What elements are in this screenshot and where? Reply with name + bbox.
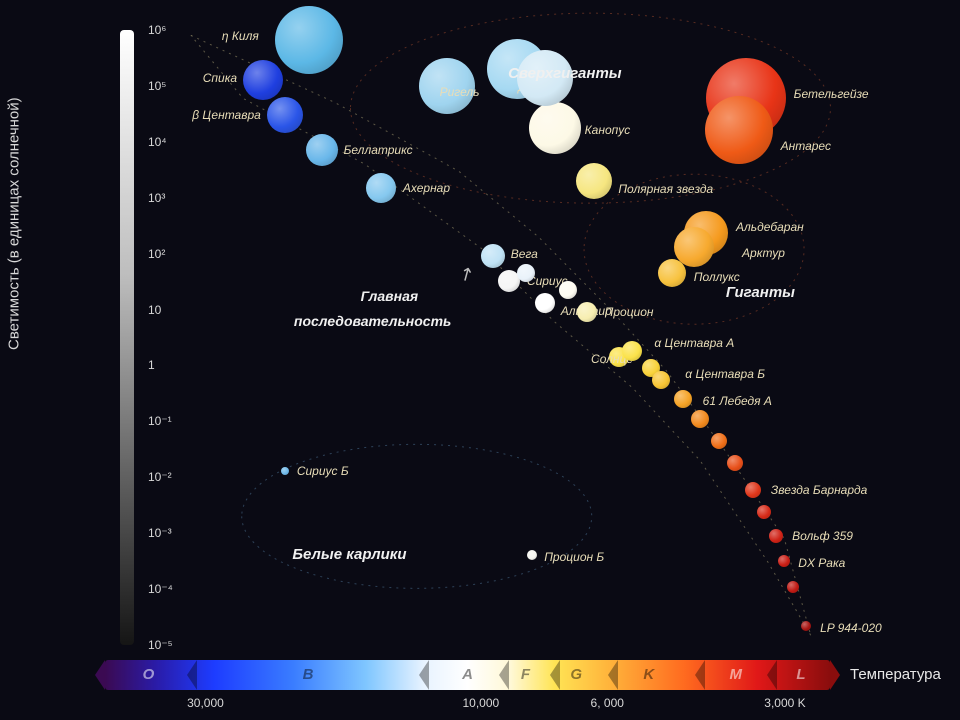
star-label-acena: α Центавра А (654, 336, 734, 350)
spectral-arrow-r (830, 660, 840, 690)
star-label-arcturus: Арктур (742, 246, 785, 260)
star-pollux (658, 259, 686, 287)
star-label-betelgeuse: Бетельгейзе (794, 87, 869, 101)
star-61cyg (674, 390, 692, 408)
y-tick: 10⁻⁵ (148, 638, 173, 652)
group-main-sequence1: Главная (361, 288, 419, 304)
star-spica (243, 60, 283, 100)
y-tick: 10⁻⁴ (148, 582, 173, 596)
y-tick: 1 (148, 358, 155, 372)
star-achernar (366, 173, 396, 203)
star-label-61cyg: 61 Лебедя А (703, 394, 772, 408)
spectral-class-M: M (730, 666, 743, 683)
star-label-acenb: α Центавра Б (685, 367, 765, 381)
star-label-polaris: Полярная звезда (618, 182, 713, 196)
y-axis-label: Светимость (в единицах солнечной) (6, 97, 23, 350)
star-ms-dot4 (727, 455, 743, 471)
spectral-chevron (550, 660, 560, 690)
spectral-chevron (608, 660, 618, 690)
spectral-class-B: B (303, 666, 314, 683)
star-label-spica: Спика (117, 71, 237, 85)
star-procyon (577, 302, 597, 322)
group-white-dwarfs: Белые карлики (292, 546, 406, 563)
y-tick: 10⁵ (148, 79, 166, 93)
star-lp944 (801, 621, 811, 631)
star-ms-dot5 (757, 505, 771, 519)
star-ms-dot3 (711, 433, 727, 449)
star-bellatrix (306, 134, 338, 166)
main-sequence-arrow-icon: ↗ (454, 262, 478, 288)
region-outlines (0, 0, 960, 720)
y-tick: 10⁻² (148, 470, 172, 484)
star-label-dx-cnc: DX Рака (798, 556, 845, 570)
star-label-beta-cen: β Центавра (141, 108, 261, 122)
star-label-aldebaran: Альдебаран (736, 220, 804, 234)
star-label-vega: Вега (511, 247, 538, 261)
spectral-arrow-l (95, 660, 105, 690)
star-unl-ms-b (559, 281, 577, 299)
spectral-chevron (499, 660, 509, 690)
star-sirius-b (281, 467, 289, 475)
x-axis-label: Температура (850, 666, 941, 683)
x-tick: 6, 000 (591, 696, 624, 710)
star-canopus (529, 102, 581, 154)
x-tick: 10,000 (463, 696, 500, 710)
star-label-wolf359: Вольф 359 (792, 529, 853, 543)
star-label-procyon: Процион (605, 305, 654, 319)
y-tick: 10² (148, 247, 165, 261)
y-tick: 10⁶ (148, 23, 166, 37)
y-tick: 10³ (148, 191, 165, 205)
spectral-colorbar: OBAFGKML (105, 660, 830, 690)
star-altair (535, 293, 555, 313)
star-label-barnard: Звезда Барнарда (771, 483, 867, 497)
luminosity-colorbar (120, 30, 134, 645)
star-label-procyon-b: Процион Б (544, 550, 604, 564)
spectral-class-F: F (521, 666, 530, 683)
star-barnard (745, 482, 761, 498)
star-ms-dot6 (787, 581, 799, 593)
spectral-class-G: G (570, 666, 582, 683)
star-label-bellatrix: Беллатрикс (344, 143, 413, 157)
star-wolf359 (769, 529, 783, 543)
star-polaris (576, 163, 612, 199)
star-ms-dot1 (652, 371, 670, 389)
group-supergiants: Сверхгиганты (508, 65, 622, 82)
x-tick: 30,000 (187, 696, 224, 710)
y-tick: 10⁻¹ (148, 414, 172, 428)
group-giants: Гиганты (726, 284, 795, 301)
y-tick: 10⁻³ (148, 526, 172, 540)
spectral-class-O: O (143, 666, 155, 683)
star-label-lp944: LP 944-020 (820, 621, 882, 635)
star-unl-ms-a (517, 264, 535, 282)
star-eta-carinae (275, 6, 343, 74)
star-vega (481, 244, 505, 268)
spectral-chevron (767, 660, 777, 690)
star-ms-dot2 (691, 410, 709, 428)
star-label-sirius-b: Сириус Б (297, 464, 349, 478)
spectral-class-L: L (796, 666, 805, 683)
star-label-pollux: Поллукс (694, 270, 740, 284)
hr-diagram: Светимость (в единицах солнечной) 10⁶ 10⁵… (0, 0, 960, 720)
star-label-canopus: Канопус (585, 123, 631, 137)
star-acena (622, 341, 642, 361)
y-tick: 10 (148, 303, 161, 317)
star-dx-cnc (778, 555, 790, 567)
star-procyon-b (527, 550, 537, 560)
spectral-chevron (419, 660, 429, 690)
x-tick: 3,000 K (764, 696, 805, 710)
group-main-sequence2: последовательность (294, 313, 451, 329)
star-beta-cen (267, 97, 303, 133)
star-label-achernar: Ахернар (403, 181, 450, 195)
y-tick: 10⁴ (148, 135, 167, 149)
spectral-chevron (187, 660, 197, 690)
spectral-class-A: A (462, 666, 473, 683)
star-antares (705, 96, 773, 164)
spectral-chevron (695, 660, 705, 690)
star-rigel (419, 58, 475, 114)
spectral-class-K: K (643, 666, 654, 683)
star-label-antares: Антарес (781, 139, 831, 153)
